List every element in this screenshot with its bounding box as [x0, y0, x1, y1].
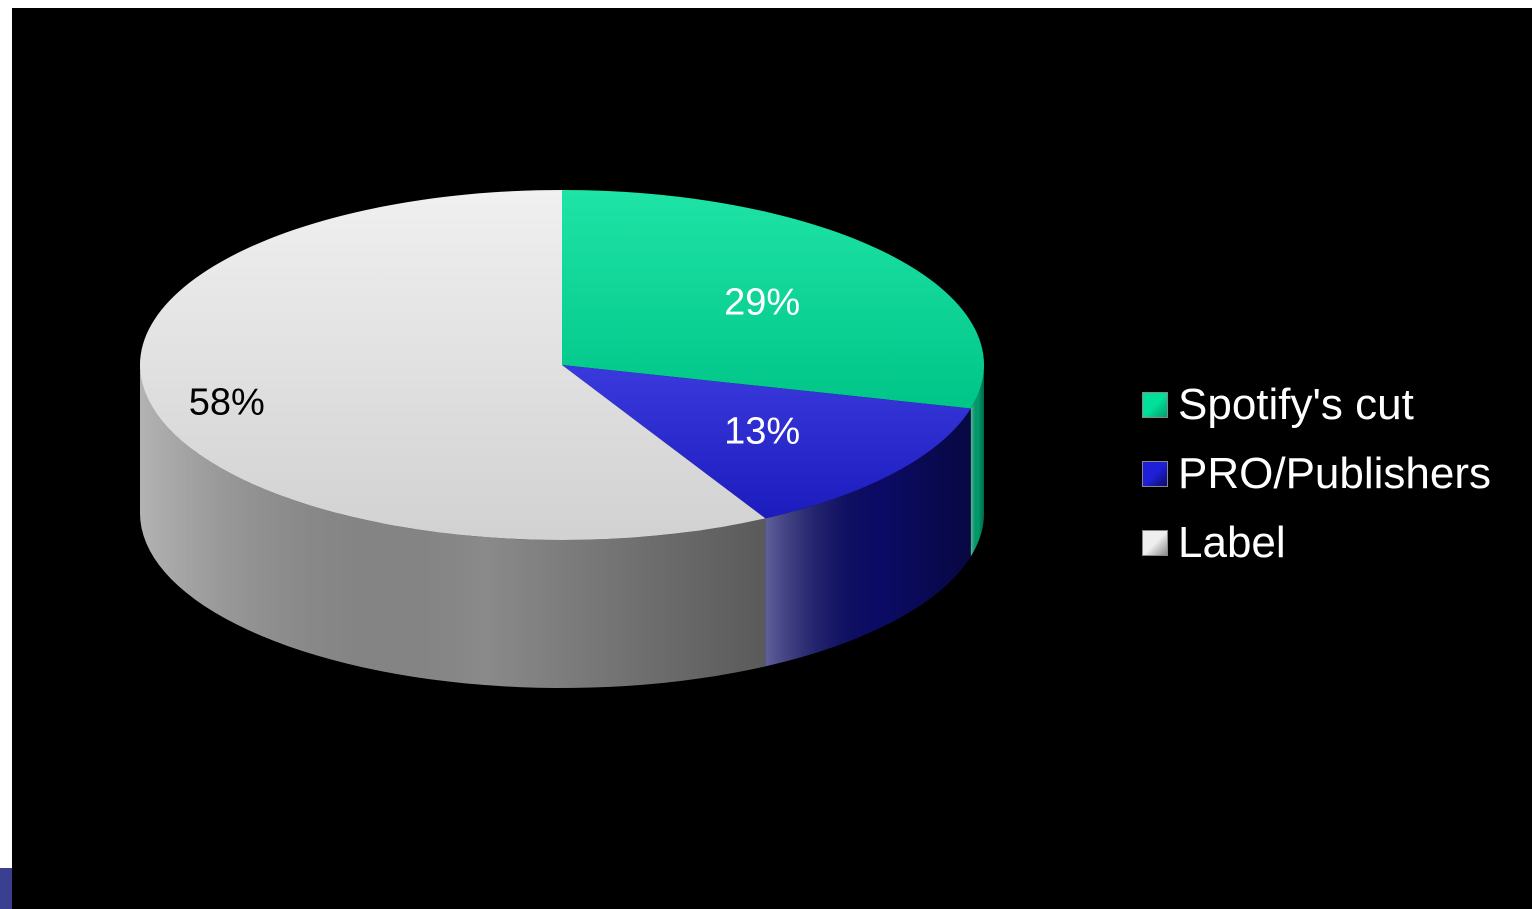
pie-slice-side-shading-1 [765, 408, 971, 667]
legend-item-1: PRO/Publishers [1142, 439, 1491, 508]
corner-accent [0, 868, 12, 909]
pie-slice-shading-2 [139, 190, 766, 540]
pie-slice-shading-1 [562, 365, 971, 519]
legend-label: Label [1178, 517, 1286, 567]
legend-swatch [1142, 529, 1168, 556]
legend-swatch [1142, 391, 1168, 418]
legend-label: Spotify's cut [1178, 379, 1414, 429]
chart-slide: 29% 13% 58% Spotify's cut PRO/Publishers Lab… [12, 8, 1532, 909]
data-label-0: 29% [724, 282, 800, 324]
legend-item-0: Spotify's cut [1142, 370, 1491, 439]
legend-label: PRO/Publishers [1178, 448, 1492, 498]
pie-slice-side-shading-0 [970, 365, 984, 557]
data-label-1: 13% [724, 410, 800, 452]
pie-slice-shading-0 [562, 190, 984, 409]
data-label-2: 58% [189, 382, 265, 424]
pie-slice-side-shading-2 [140, 365, 766, 688]
chart-legend: Spotify's cut PRO/Publishers Label [1142, 370, 1491, 577]
pie-chart: 29% 13% 58% [139, 190, 984, 688]
legend-swatch [1142, 460, 1168, 487]
legend-item-2: Label [1142, 508, 1491, 577]
